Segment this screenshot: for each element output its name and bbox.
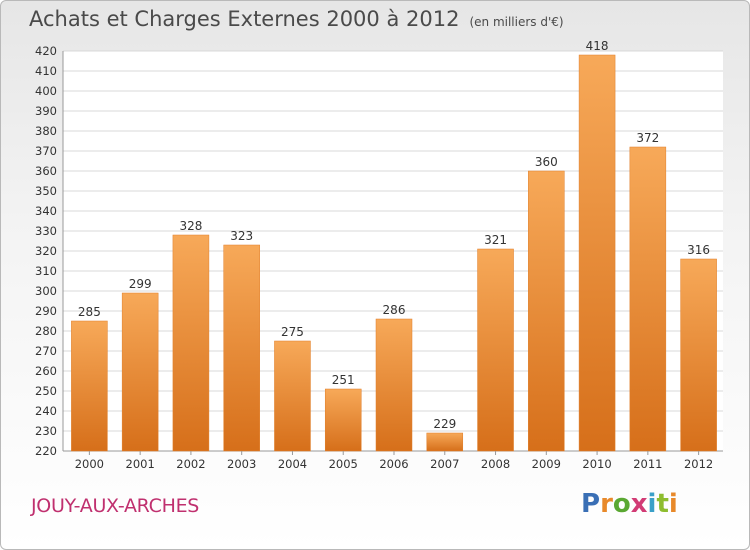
x-tick-label: 2000 bbox=[75, 457, 104, 471]
x-tick-label: 2009 bbox=[532, 457, 561, 471]
y-tick-label: 350 bbox=[35, 184, 57, 198]
data-label: 299 bbox=[129, 277, 152, 291]
x-tick-label: 2005 bbox=[329, 457, 358, 471]
x-tick-label: 2010 bbox=[582, 457, 611, 471]
bar bbox=[528, 170, 565, 452]
data-label: 323 bbox=[230, 229, 253, 243]
y-tick-label: 360 bbox=[35, 164, 57, 178]
y-tick-label: 340 bbox=[35, 204, 57, 218]
x-tick-label: 2006 bbox=[379, 457, 408, 471]
y-tick-label: 410 bbox=[35, 64, 57, 78]
data-label: 316 bbox=[687, 243, 710, 257]
chart-unit: (en milliers d'€) bbox=[469, 15, 564, 29]
y-tick-label: 380 bbox=[35, 124, 57, 138]
x-tick-label: 2003 bbox=[227, 457, 256, 471]
chart-title-text: Achats et Charges Externes 2000 à 2012 bbox=[29, 7, 460, 31]
chart-title: Achats et Charges Externes 2000 à 2012 (e… bbox=[29, 7, 564, 31]
x-tick-label: 2007 bbox=[430, 457, 459, 471]
y-tick-label: 330 bbox=[35, 224, 57, 238]
brand-letter: P bbox=[581, 489, 601, 519]
bar bbox=[375, 318, 413, 452]
y-tick-label: 240 bbox=[35, 404, 57, 418]
y-tick-label: 390 bbox=[35, 104, 57, 118]
y-tick-label: 270 bbox=[35, 344, 57, 358]
y-tick-label: 310 bbox=[35, 264, 57, 278]
data-label: 251 bbox=[332, 373, 355, 387]
x-tick-label: 2001 bbox=[126, 457, 155, 471]
bar bbox=[324, 388, 362, 452]
brand-letter: i bbox=[668, 489, 678, 519]
bar bbox=[680, 258, 717, 452]
proxiti-logo: Proxiti bbox=[581, 489, 678, 519]
brand-letter: i bbox=[647, 489, 657, 519]
y-tick-label: 260 bbox=[35, 364, 57, 378]
y-tick-label: 220 bbox=[35, 444, 57, 458]
bar bbox=[121, 292, 159, 452]
data-label: 418 bbox=[586, 39, 609, 53]
data-label: 286 bbox=[383, 303, 406, 317]
bar bbox=[274, 340, 311, 452]
y-tick-label: 420 bbox=[35, 44, 57, 58]
brand-letter: o bbox=[612, 489, 631, 519]
bar bbox=[477, 248, 514, 452]
data-label: 275 bbox=[281, 325, 304, 339]
brand-letter: r bbox=[600, 489, 613, 519]
y-tick-label: 300 bbox=[35, 284, 57, 298]
data-label: 229 bbox=[433, 417, 456, 431]
y-tick-label: 290 bbox=[35, 304, 57, 318]
x-tick-label: 2012 bbox=[684, 457, 713, 471]
bar bbox=[629, 146, 667, 452]
y-tick-label: 400 bbox=[35, 84, 57, 98]
brand-letter: x bbox=[630, 489, 648, 519]
bar bbox=[578, 54, 616, 452]
bar bbox=[172, 234, 210, 452]
data-label: 328 bbox=[179, 219, 202, 233]
y-tick-label: 280 bbox=[35, 324, 57, 338]
data-label: 360 bbox=[535, 155, 558, 169]
bar bbox=[71, 320, 108, 452]
y-tick-label: 370 bbox=[35, 144, 57, 158]
x-tick-label: 2011 bbox=[633, 457, 662, 471]
brand-letter: t bbox=[656, 489, 669, 519]
data-label: 321 bbox=[484, 233, 507, 247]
y-tick-label: 230 bbox=[35, 424, 57, 438]
x-tick-label: 2002 bbox=[176, 457, 205, 471]
bar bbox=[426, 432, 464, 452]
y-tick-label: 250 bbox=[35, 384, 57, 398]
x-tick-label: 2008 bbox=[481, 457, 510, 471]
bar bbox=[223, 244, 260, 452]
data-label: 372 bbox=[636, 131, 659, 145]
data-label: 285 bbox=[78, 305, 101, 319]
location-label: JOUY-AUX-ARCHES bbox=[31, 495, 200, 517]
x-tick-label: 2004 bbox=[278, 457, 307, 471]
y-tick-label: 320 bbox=[35, 244, 57, 258]
